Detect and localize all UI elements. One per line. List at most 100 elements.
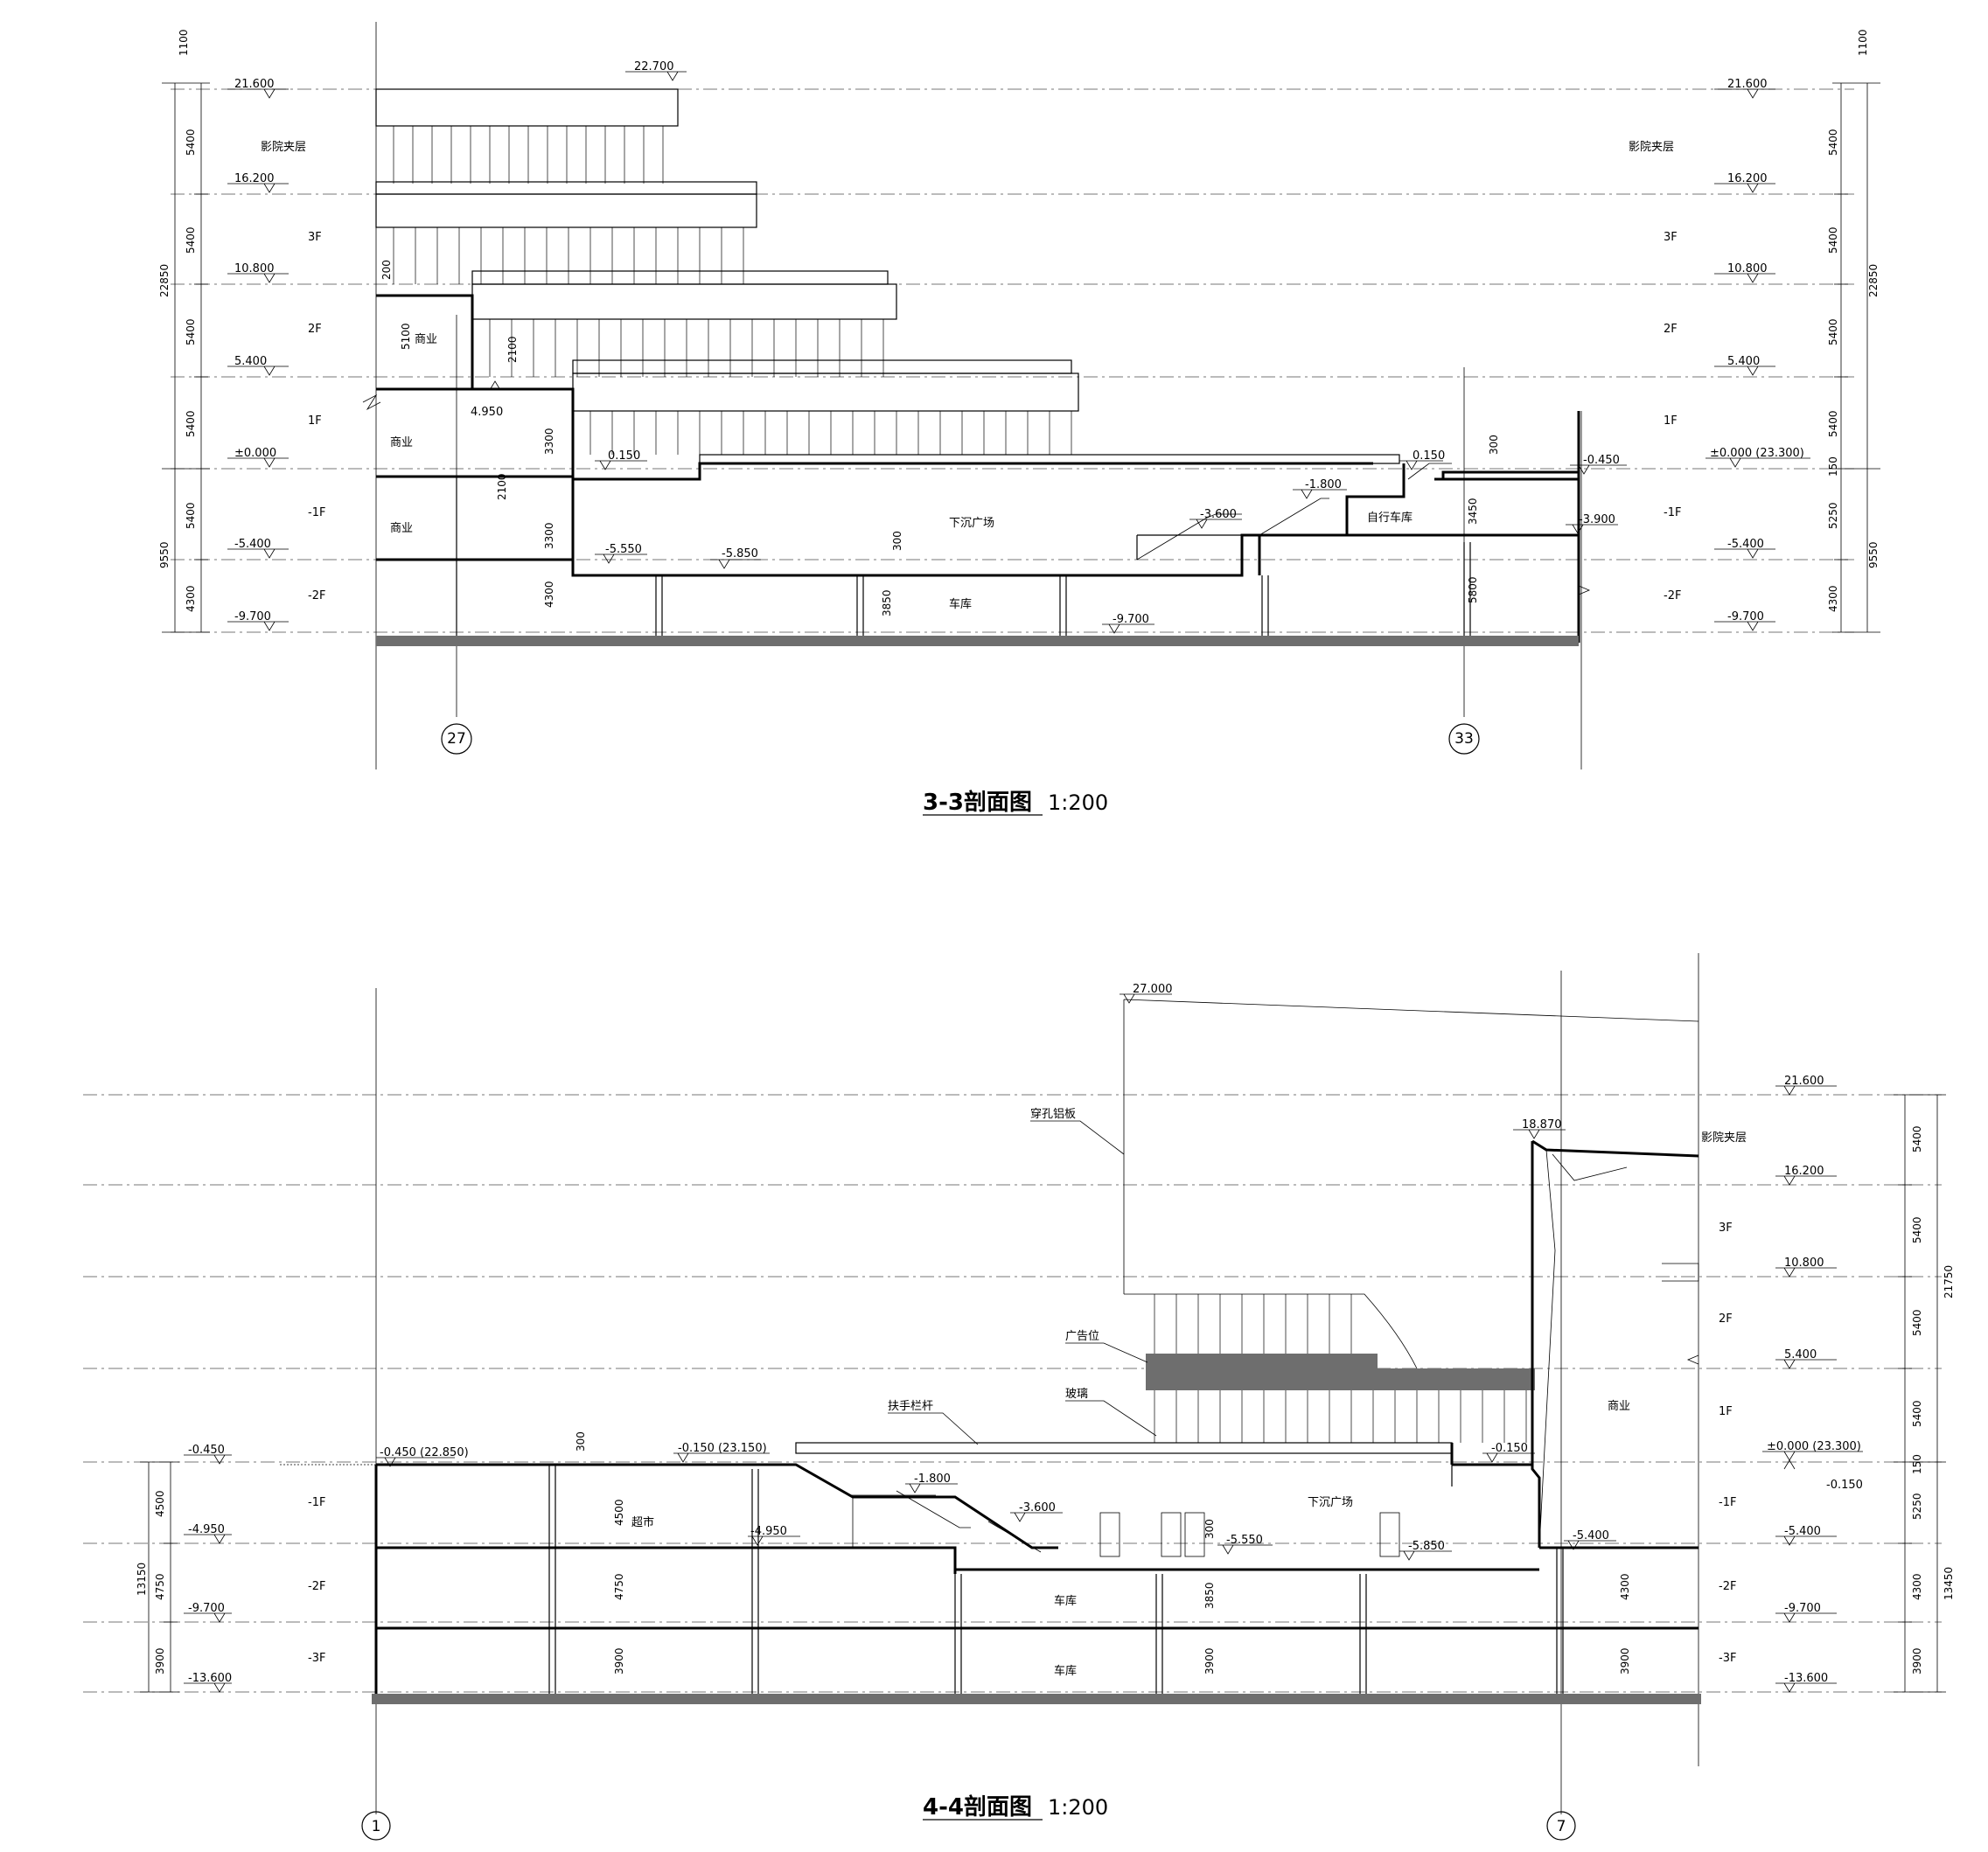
level-left-4: ±0.000 bbox=[234, 447, 276, 460]
inner-dim: 300 bbox=[575, 1431, 587, 1452]
annotation-label: 扶手栏杆 bbox=[888, 1400, 933, 1413]
inner-level: -3.600 bbox=[1200, 508, 1237, 521]
left-dimension-column-3-3: 1100 5400 5400 5400 5400 5400 4300 22850… bbox=[158, 29, 210, 633]
inner-dim: 2100 bbox=[506, 336, 519, 363]
level-right: 21.600 bbox=[1784, 1075, 1824, 1088]
floor-label: 1F bbox=[308, 414, 322, 428]
inner-dim: 4500 bbox=[613, 1499, 625, 1526]
room-label: 超市 bbox=[631, 1515, 654, 1529]
floor-label: 2F bbox=[1719, 1312, 1733, 1326]
inner-dims-3-3: 200 5100 2100 3300 2100 3300 4300 300 38… bbox=[380, 260, 1500, 616]
level-right: -0.150 bbox=[1826, 1479, 1863, 1492]
level-left-0: 21.600 bbox=[234, 78, 275, 91]
dim-right: 150 bbox=[1911, 1454, 1923, 1474]
annotation-label: 广告位 bbox=[1065, 1330, 1099, 1343]
dim-right-4: 5400 bbox=[1827, 410, 1839, 437]
inner-level: -5.550 bbox=[1226, 1534, 1263, 1547]
annotation-label: 玻璃 bbox=[1065, 1388, 1088, 1401]
dim-right-6: 5250 bbox=[1827, 502, 1839, 529]
level-right: 16.200 bbox=[1784, 1165, 1824, 1178]
dim-left: 4750 bbox=[154, 1573, 166, 1600]
floor-label: -2F bbox=[308, 589, 325, 602]
dim-right: 4300 bbox=[1911, 1573, 1923, 1600]
section-3-3: 1100 5400 5400 5400 5400 5400 4300 22850… bbox=[158, 22, 1880, 816]
inner-level: -0.450 bbox=[1583, 454, 1620, 467]
floor-label: 3F bbox=[1719, 1222, 1733, 1235]
axis-bubble-7: 7 bbox=[1546, 1811, 1576, 1841]
dim-right: 5400 bbox=[1911, 1125, 1923, 1152]
dim-right-0: 1100 bbox=[1857, 29, 1869, 56]
svg-text:33: 33 bbox=[1454, 730, 1474, 748]
inner-level: -9.700 bbox=[1113, 613, 1149, 626]
dim-right-total-1: 9550 bbox=[1867, 541, 1880, 568]
inner-level: -5.850 bbox=[722, 547, 758, 560]
level-right-1: 16.200 bbox=[1727, 172, 1768, 185]
level-right: -13.600 bbox=[1784, 1672, 1828, 1685]
inner-level: -4.950 bbox=[750, 1525, 787, 1538]
room-label: 商业 bbox=[415, 333, 437, 346]
svg-text:27: 27 bbox=[447, 730, 466, 748]
inner-dim: 4750 bbox=[613, 1573, 625, 1600]
dim-left-total-0: 22850 bbox=[158, 264, 171, 297]
mullions-top bbox=[393, 126, 664, 184]
section-title: 4-4剖面图 bbox=[923, 1793, 1032, 1821]
inner-level: -3.900 bbox=[1579, 513, 1615, 526]
level-left-2: 10.800 bbox=[234, 262, 275, 275]
dim-right: 5400 bbox=[1911, 1216, 1923, 1243]
floor-label: -1F bbox=[308, 506, 325, 519]
floor-label: -1F bbox=[308, 1496, 325, 1509]
right-levels-4-4: 21.600 16.200 10.800 5.400 ±0.000 (23.30… bbox=[1762, 1075, 1863, 1693]
room-label: 自行车库 bbox=[1367, 511, 1413, 525]
level-left-1: 16.200 bbox=[234, 172, 275, 185]
level-lines-4-4 bbox=[83, 1094, 1942, 1693]
level-right-0: 21.600 bbox=[1727, 78, 1768, 91]
level-right-4: ±0.000 (23.300) bbox=[1710, 447, 1804, 460]
inner-level: -0.150 (23.150) bbox=[678, 1442, 767, 1455]
left-levels-4-4: -0.450 -4.950 -9.700 -13.600 -1F -2F -3F bbox=[184, 1444, 325, 1693]
level-left: -13.600 bbox=[188, 1672, 232, 1685]
room-label: 车库 bbox=[949, 597, 972, 611]
inner-dim: 200 bbox=[380, 260, 393, 280]
level-right-6: -9.700 bbox=[1727, 610, 1764, 623]
floor-labels-left-3-3: 影院夹层 3F 2F 1F -1F -2F bbox=[261, 141, 325, 602]
foundation-slab-4-4 bbox=[372, 1694, 1701, 1704]
section-title: 3-3剖面图 bbox=[923, 789, 1032, 816]
inner-level: -5.550 bbox=[605, 543, 642, 556]
dim-right-total: 21750 bbox=[1943, 1265, 1955, 1298]
inner-dim: 5100 bbox=[400, 323, 412, 350]
dim-left-3: 5400 bbox=[185, 318, 197, 345]
section-scale: 1:200 bbox=[1048, 1795, 1108, 1820]
inner-level: 0.150 bbox=[608, 449, 640, 463]
dim-left: 3900 bbox=[154, 1647, 166, 1674]
floor-label: -3F bbox=[308, 1652, 325, 1665]
annotations-4-4: 穿孔铝板 广告位 玻璃 扶手栏杆 bbox=[888, 1107, 1157, 1445]
level-left-6: -9.700 bbox=[234, 610, 271, 623]
dim-right-2: 5400 bbox=[1827, 226, 1839, 254]
level-left: -0.450 bbox=[188, 1444, 225, 1457]
inner-dim: 3450 bbox=[1467, 498, 1479, 525]
inner-level: -5.400 bbox=[1573, 1529, 1609, 1542]
level-right-5: -5.400 bbox=[1727, 538, 1764, 551]
inner-dim: 3850 bbox=[1203, 1582, 1216, 1609]
mullions-1f bbox=[589, 411, 1072, 455]
dim-right: 5400 bbox=[1911, 1400, 1923, 1427]
floor-label: 影院夹层 bbox=[1629, 141, 1674, 154]
dim-right-1: 5400 bbox=[1827, 129, 1839, 156]
foundation-slab bbox=[376, 636, 1579, 646]
level-left-3: 5.400 bbox=[234, 355, 267, 368]
room-label: 商业 bbox=[390, 436, 413, 449]
level-left: -4.950 bbox=[188, 1523, 225, 1536]
mullions-3f bbox=[393, 227, 744, 284]
floor-label: 3F bbox=[1664, 231, 1678, 244]
inner-level: 18.870 bbox=[1522, 1118, 1562, 1131]
inner-level: 4.950 bbox=[471, 406, 503, 419]
dim-right-5: 150 bbox=[1827, 456, 1839, 477]
floor-labels-right-4-4: 影院夹层 3F 2F 1F -1F -2F -3F bbox=[1701, 1131, 1747, 1665]
floor-label: -2F bbox=[1719, 1580, 1736, 1593]
inner-dim: 300 bbox=[1203, 1519, 1216, 1539]
dim-right-3: 5400 bbox=[1827, 318, 1839, 345]
level-right: -9.700 bbox=[1784, 1602, 1821, 1615]
dim-right: 3900 bbox=[1911, 1647, 1923, 1674]
dim-left-total-1: 9550 bbox=[158, 541, 171, 568]
